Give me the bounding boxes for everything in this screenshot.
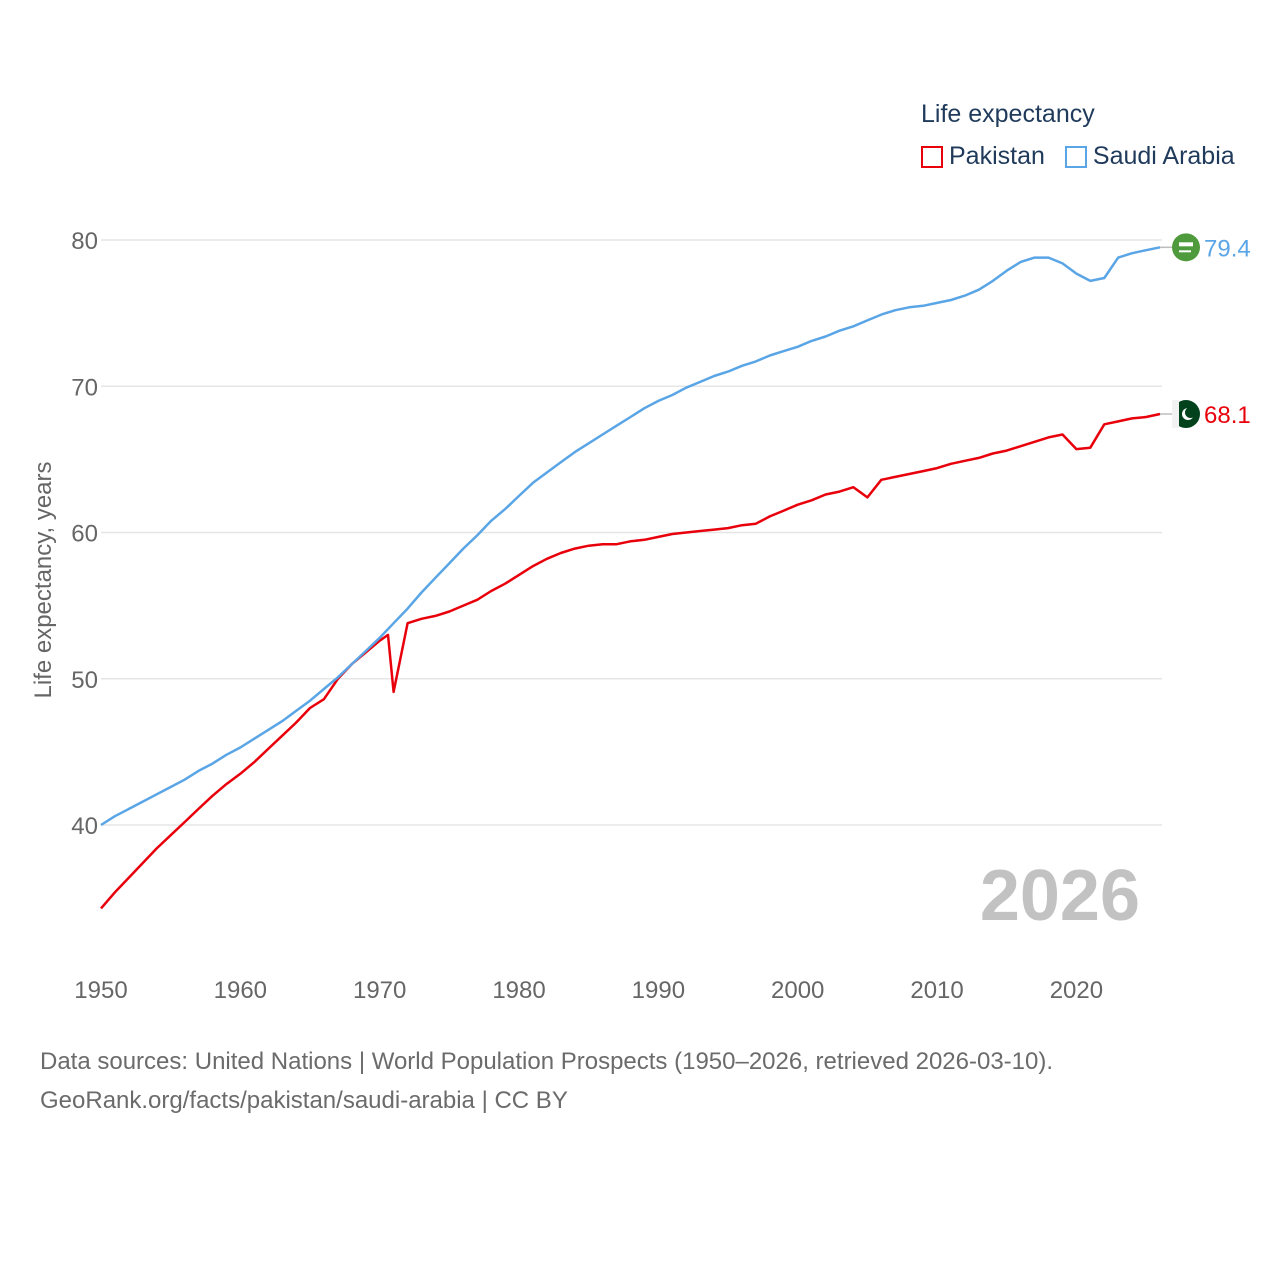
end-markers: 68.1 79.4: [1160, 233, 1251, 429]
legend-item-saudi-arabia[interactable]: Saudi Arabia: [1064, 142, 1235, 171]
legend-label-pakistan: Pakistan: [949, 142, 1045, 170]
x-tick-label: 2000: [771, 977, 824, 1004]
y-tick-label: 50: [71, 667, 98, 694]
x-tick-label: 2010: [910, 977, 963, 1004]
year-label: 2026: [980, 856, 1140, 936]
y-tick-label: 80: [71, 228, 98, 255]
x-tick-label: 1990: [632, 977, 685, 1004]
x-tick-label: 1950: [74, 977, 127, 1004]
x-tick-label: 1960: [214, 977, 267, 1004]
saudi-arabia-flag-icon: [1172, 233, 1200, 262]
legend-label-saudi-arabia: Saudi Arabia: [1092, 142, 1235, 170]
footer: Data sources: United Nations | World Pop…: [40, 1042, 1053, 1120]
series-line-pakistan[interactable]: [100, 412, 1161, 910]
x-tick-label: 1970: [353, 977, 406, 1004]
grid: [101, 239, 1162, 826]
y-tick-label: 60: [71, 521, 98, 548]
legend-title: Life expectancy: [921, 100, 1095, 128]
attribution-link[interactable]: GeoRank.org/facts/pakistan/saudi-arabia …: [40, 1087, 568, 1114]
legend-swatch-saudi-arabia: [1064, 145, 1087, 168]
y-tick-label: 40: [71, 813, 98, 840]
x-tick-label: 2020: [1050, 977, 1103, 1004]
legend-item-pakistan[interactable]: Pakistan: [921, 142, 1045, 171]
y-axis-ticks: 40 50 60 70 80: [71, 228, 98, 840]
legend-swatch-pakistan: [921, 145, 943, 168]
y-tick-label: 70: [71, 374, 98, 401]
legend: Pakistan Saudi Arabia: [921, 142, 1235, 171]
series-line-saudi-arabia[interactable]: [100, 246, 1161, 827]
pakistan-flag-icon: [1172, 400, 1200, 429]
x-tick-label: 1980: [492, 977, 545, 1004]
x-axis-ticks: 1950 1960 1970 1980 1990 2000 2010 2020: [74, 977, 1103, 1004]
end-value-label-saudi-arabia: 79.4: [1204, 235, 1251, 262]
y-axis-label: Life expectancy, years: [30, 461, 57, 698]
data-sources-text: Data sources: United Nations | World Pop…: [40, 1048, 1054, 1075]
end-value-label-pakistan: 68.1: [1204, 402, 1251, 429]
series-lines: [100, 246, 1161, 910]
